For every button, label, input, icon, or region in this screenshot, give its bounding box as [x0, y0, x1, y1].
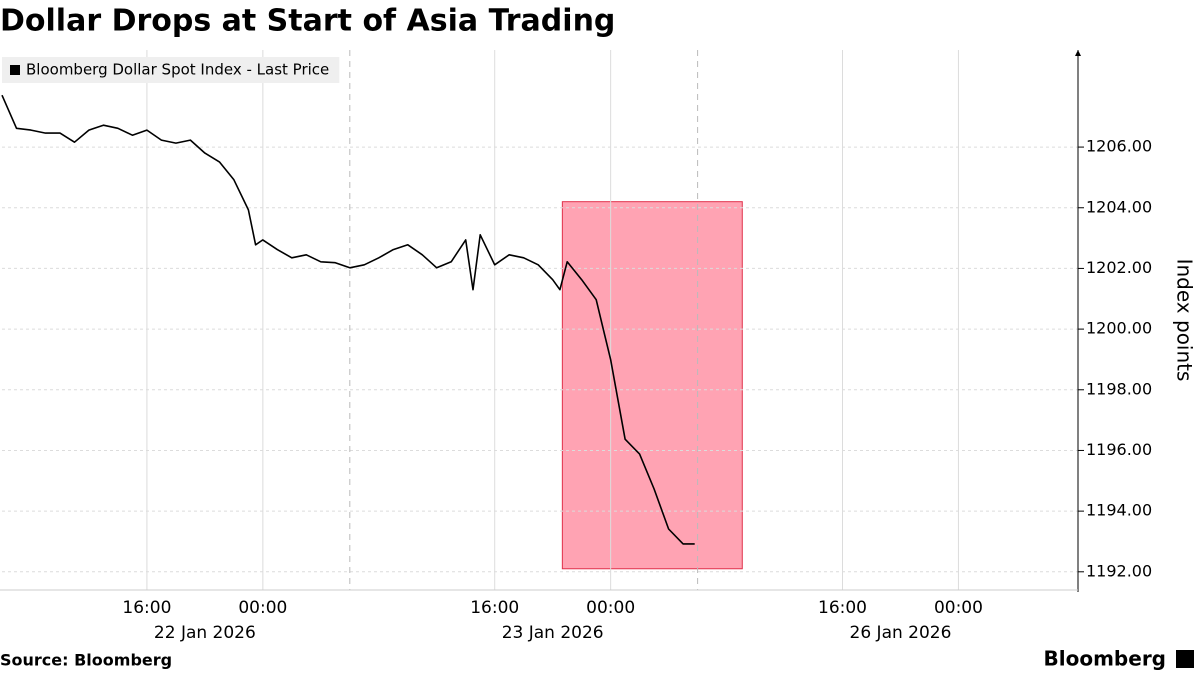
y-tick-label: 1204.00: [1086, 197, 1152, 216]
series-line: [1, 94, 695, 545]
x-date-label: 26 Jan 2026: [850, 623, 952, 643]
brand: Bloomberg: [1044, 647, 1166, 671]
y-axis-arrow: [1075, 50, 1081, 56]
y-tick-label: 1196.00: [1086, 440, 1152, 459]
x-tick-label: 16:00: [818, 598, 867, 618]
chart-title: Dollar Drops at Start of Asia Trading: [0, 4, 615, 39]
y-tick-label: 1200.00: [1086, 319, 1152, 338]
x-date-label: 22 Jan 2026: [154, 623, 256, 643]
x-tick-label: 16:00: [122, 598, 171, 618]
y-tick-label: 1202.00: [1086, 258, 1152, 277]
highlight-band: [561, 201, 743, 570]
x-tick-label: 00:00: [238, 598, 287, 618]
legend-swatch: [10, 65, 20, 75]
y-axis-title: Index points: [1173, 259, 1197, 382]
y-tick-label: 1194.00: [1086, 501, 1152, 520]
x-tick-label: 16:00: [470, 598, 519, 618]
y-tick-label: 1206.00: [1086, 137, 1152, 156]
x-tick-label: 00:00: [934, 598, 983, 618]
brand-icon: [1176, 650, 1194, 668]
x-date-label: 23 Jan 2026: [502, 623, 604, 643]
legend-background: [2, 57, 340, 83]
y-tick-label: 1198.00: [1086, 379, 1152, 398]
legend-label: Bloomberg Dollar Spot Index - Last Price: [26, 61, 329, 79]
source: Source: Bloomberg: [0, 651, 172, 670]
x-tick-label: 00:00: [586, 598, 635, 618]
y-tick-label: 1192.00: [1086, 561, 1152, 580]
